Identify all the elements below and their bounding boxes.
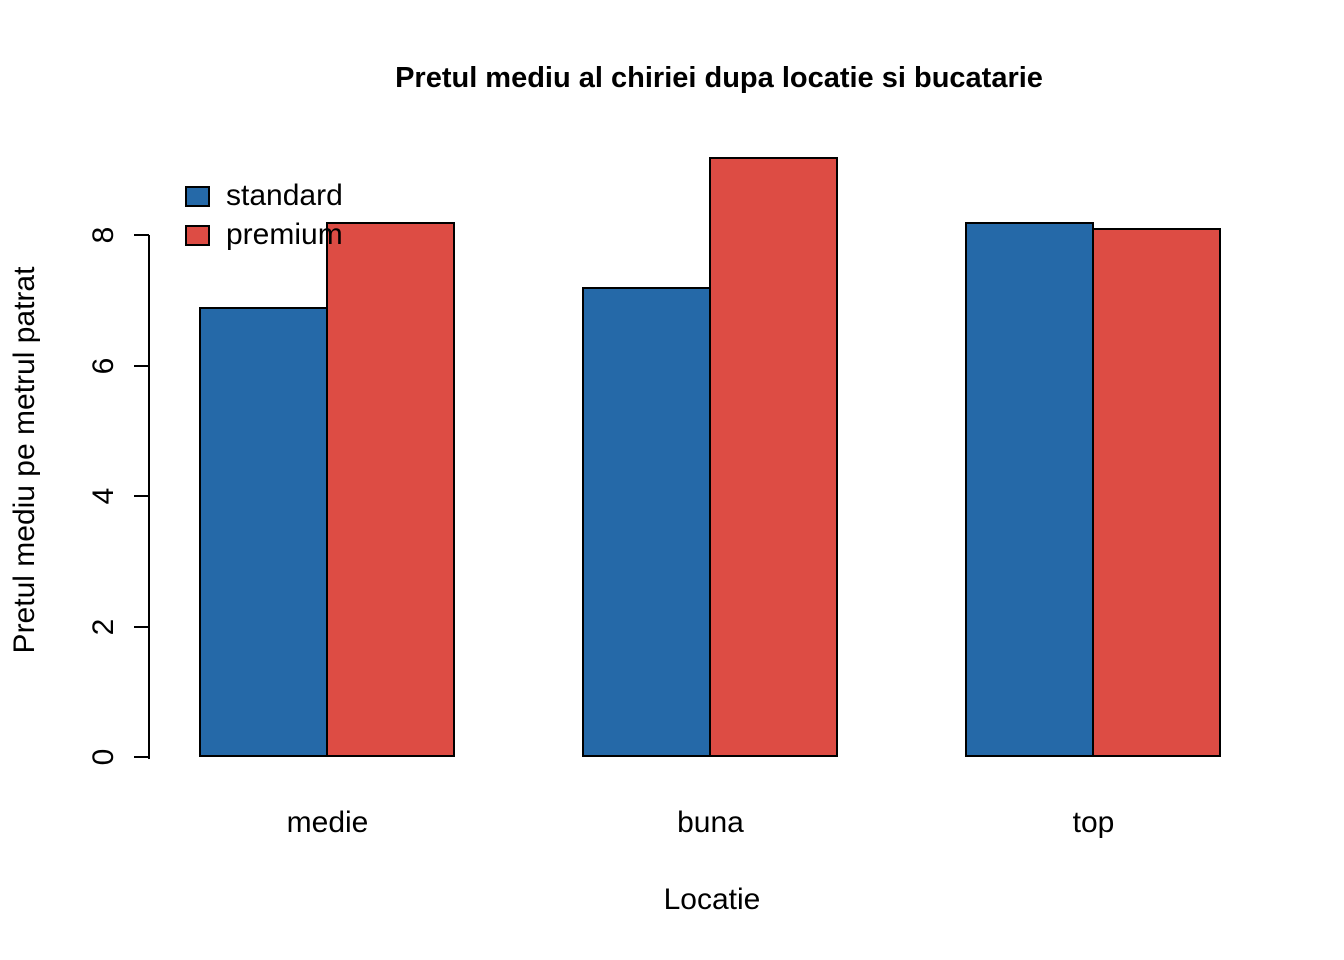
y-axis-tick xyxy=(134,364,149,367)
y-axis-tick-label: 2 xyxy=(87,618,120,635)
legend-row-premium: premium xyxy=(185,220,343,250)
bar-premium-top xyxy=(1091,228,1221,757)
y-axis-tick-label: 8 xyxy=(87,226,120,244)
y-axis-tick xyxy=(134,756,149,758)
legend-row-standard: standard xyxy=(185,181,343,211)
y-axis-tick-label: 6 xyxy=(87,357,120,374)
y-axis-tick xyxy=(134,234,149,236)
y-axis-line xyxy=(148,235,150,759)
y-axis-tick xyxy=(134,625,149,628)
legend-swatch-premium xyxy=(185,224,210,246)
x-axis-label: Locatie xyxy=(663,883,761,916)
y-axis-tick xyxy=(134,495,149,497)
y-axis-tick-label: 4 xyxy=(87,487,120,505)
bar-premium-medie xyxy=(325,222,455,757)
y-axis-tick-label: 0 xyxy=(87,748,120,766)
bar-premium-buna xyxy=(708,157,838,757)
x-axis-category-label: buna xyxy=(677,806,744,839)
x-axis-category-label: medie xyxy=(286,806,369,839)
bar-standard-top xyxy=(964,222,1094,757)
legend-label-standard: standard xyxy=(226,179,343,212)
chart-title: Pretul mediu al chiriei dupa locatie si … xyxy=(395,62,1043,94)
legend-label-premium: premium xyxy=(226,218,343,251)
bar-standard-medie xyxy=(198,307,328,757)
x-axis-category-label: top xyxy=(1072,806,1115,839)
bar-standard-buna xyxy=(581,287,711,757)
legend-swatch-standard xyxy=(185,185,210,207)
